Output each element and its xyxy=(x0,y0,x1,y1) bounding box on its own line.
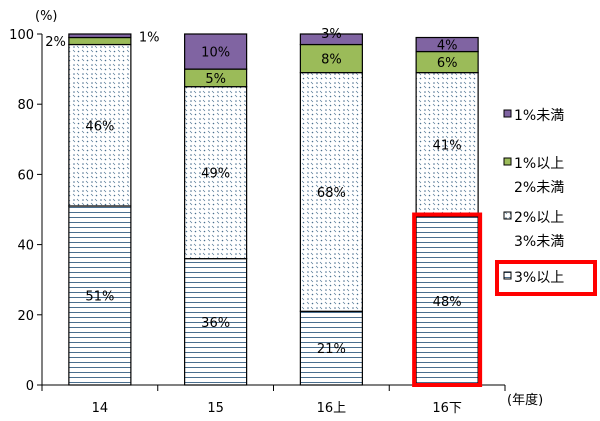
bars-layer xyxy=(68,33,479,386)
x-category-label: 15 xyxy=(207,401,224,416)
data-label: 2% xyxy=(45,35,66,50)
bar-segment xyxy=(415,215,479,386)
legend-label: 1%未満 xyxy=(514,108,564,124)
data-label: 36% xyxy=(201,316,230,331)
y-tick-label: 40 xyxy=(17,239,34,254)
legend-label: 3%以上 xyxy=(514,270,564,286)
data-label: 1% xyxy=(139,31,160,46)
bar-segment xyxy=(68,36,132,46)
y-tick-label: 100 xyxy=(9,28,34,43)
data-label: 51% xyxy=(85,289,114,304)
bar-segment xyxy=(299,310,363,386)
data-label: 41% xyxy=(433,139,462,154)
data-label: 49% xyxy=(201,167,230,182)
data-label: 48% xyxy=(433,295,462,310)
legend-label-line2: 3%未満 xyxy=(514,234,564,250)
y-axis-unit: (%) xyxy=(35,9,58,24)
data-label: 5% xyxy=(205,72,226,87)
labels-layer: 51% 46% 2% 1% 36% 49% 5% 10% 21% 68% 8% 3% 48% 41% 6% 4… xyxy=(45,27,461,357)
legend-label-line2: 2%未満 xyxy=(514,180,564,196)
legend-highlight-box xyxy=(495,260,597,296)
x-category-label: 16下 xyxy=(432,401,462,416)
bar-segment xyxy=(415,72,479,218)
legend-swatch xyxy=(503,271,512,280)
highlight-box xyxy=(412,212,483,387)
y-tick-label: 80 xyxy=(17,98,34,113)
bar-segment xyxy=(299,33,363,46)
y-tick-label: 60 xyxy=(17,168,34,183)
bar-segment xyxy=(68,33,132,39)
bar-segment xyxy=(415,36,479,53)
data-label: 10% xyxy=(201,46,230,61)
bar-segment xyxy=(68,205,132,386)
data-label: 3% xyxy=(321,27,342,42)
bar-segment xyxy=(184,86,248,260)
data-label: 21% xyxy=(317,342,346,357)
data-label: 68% xyxy=(317,186,346,201)
legend-swatch xyxy=(503,157,512,166)
x-category-label: 14 xyxy=(92,401,109,416)
legend-label: 2%以上 xyxy=(514,210,564,226)
legend: 1%未満 1%以上 2%未満 2%以上 3%未満 3%以上 xyxy=(495,108,597,296)
x-axis-unit: (年度) xyxy=(507,392,543,408)
data-label: 6% xyxy=(437,56,458,71)
y-tick-label: 0 xyxy=(26,379,34,394)
data-label: 8% xyxy=(321,53,342,68)
legend-swatch xyxy=(503,211,512,220)
axis-layer: 0 20 40 60 80 100 14 15 16上 16下 xyxy=(9,28,506,416)
legend-swatch xyxy=(503,109,512,118)
legend-label: 1%以上 xyxy=(514,156,564,172)
y-tick-label: 20 xyxy=(17,309,34,324)
bar-segment xyxy=(184,33,248,70)
data-label: 4% xyxy=(437,39,458,54)
x-category-label: 16上 xyxy=(317,401,347,416)
bar-segment xyxy=(299,43,363,74)
data-label: 46% xyxy=(85,119,114,134)
bar-segment xyxy=(299,72,363,312)
highlight-layer xyxy=(412,212,483,387)
